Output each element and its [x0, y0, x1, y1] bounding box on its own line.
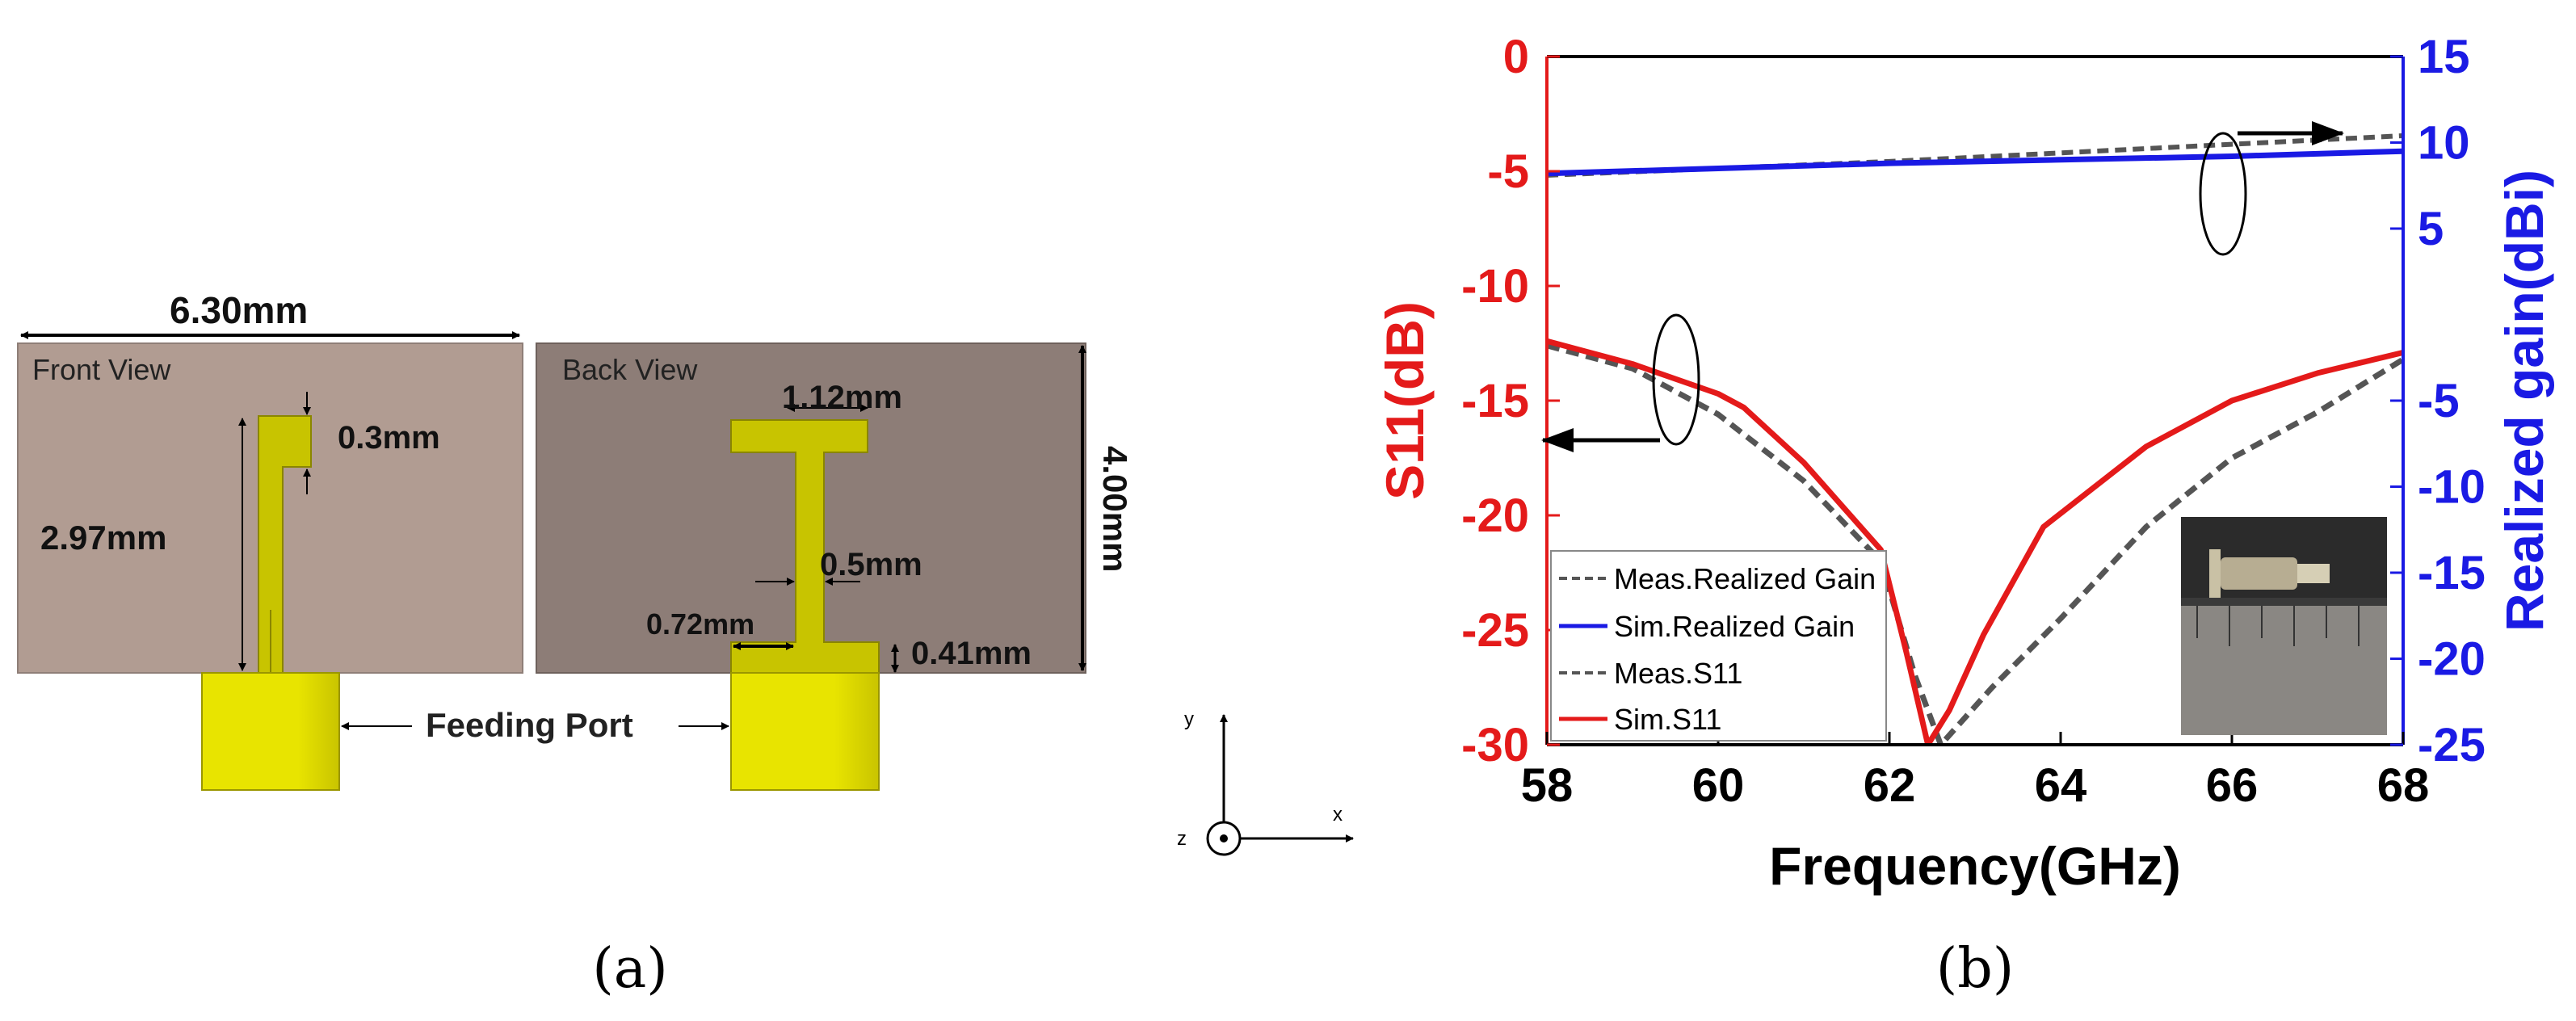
y2-tick-label: -15 — [2418, 547, 2486, 599]
coordinate-axes: y x z — [1177, 708, 1354, 856]
y2-tick-label: -20 — [2418, 633, 2486, 686]
series-sim-realized-gain — [1547, 148, 2403, 177]
s11-group-ellipse — [1652, 313, 1700, 446]
connector-photo-inset — [2181, 517, 2387, 735]
height-dimension-label: 4.00mm — [1096, 446, 1134, 572]
back-bottom-width-label: 0.72mm — [646, 607, 754, 641]
back-bottom-height-label: 0.41mm — [911, 636, 1032, 671]
x-tick-label: 68 — [2377, 759, 2430, 812]
x-axis-title: Frequency(GHz) — [1769, 836, 2181, 896]
y2-tick-label: 5 — [2418, 203, 2444, 255]
back-view-label: Back View — [562, 353, 698, 386]
gain-group-ellipse — [2199, 132, 2247, 256]
panel-b-chart: 58 60 62 64 66 68 0 -5 -10 -15 -20 -25 -30 15 10 5 -5 -10… — [1375, 31, 2554, 1001]
front-feeding-port — [201, 672, 340, 791]
axis-y-label: y — [1184, 708, 1194, 730]
back-width-dimension-label: 0.5mm — [820, 547, 922, 582]
legend-meas-s11: Meas.S11 — [1614, 657, 1742, 690]
y-tick-label: -15 — [1461, 375, 1529, 427]
y-tick-label: -20 — [1461, 489, 1529, 542]
y2-axis-title: Realized gain(dBi) — [2494, 170, 2554, 632]
x-tick-label: 64 — [2035, 759, 2087, 812]
y-tick-label: 0 — [1503, 31, 1529, 83]
series-meas-s11 — [1547, 342, 2403, 745]
top-stub-dimension-label: 0.3mm — [338, 420, 440, 456]
y-tick-label: -10 — [1461, 260, 1529, 313]
y2-tick-label: -25 — [2418, 719, 2486, 771]
y2-tick-label: 15 — [2418, 31, 2470, 83]
axis-z-label: z — [1177, 828, 1187, 850]
x-tick-label: 58 — [1521, 759, 1574, 812]
axis-x-label: x — [1333, 804, 1343, 826]
legend-sim-gain: Sim.Realized Gain — [1614, 610, 1855, 643]
back-top-dimension-label: 1.12mm — [782, 380, 902, 415]
x-tick-label: 62 — [1864, 759, 1916, 812]
y-axis-title: S11(dB) — [1375, 301, 1435, 500]
y-tick-label: -30 — [1461, 719, 1529, 771]
panel-a-antenna-geometry: Front View Back View Feeding Port 6.30mm… — [17, 289, 1354, 1001]
front-length-dimension-label: 2.97mm — [40, 519, 166, 557]
y2-tick-label: -10 — [2418, 461, 2486, 514]
legend-sim-s11: Sim.S11 — [1614, 703, 1721, 736]
feeding-port-label: Feeding Port — [426, 706, 633, 744]
legend: Meas.Realized Gain Sim.Realized Gain Mea… — [1550, 550, 1887, 742]
x-tick-label: 60 — [1692, 759, 1745, 812]
series-sim-s11 — [1547, 338, 2403, 745]
front-view-label: Front View — [32, 353, 171, 386]
y2-tick-label: -5 — [2418, 375, 2460, 427]
y-tick-label: -5 — [1487, 145, 1529, 198]
panel-b-label: (b) — [1936, 937, 2015, 1001]
panel-a-label: (a) — [592, 937, 668, 1001]
legend-meas-gain: Meas.Realized Gain — [1614, 562, 1876, 595]
back-feeding-port — [730, 672, 880, 791]
x-tick-label: 66 — [2206, 759, 2259, 812]
width-dimension-label: 6.30mm — [170, 289, 308, 331]
y2-tick-label: 10 — [2418, 117, 2470, 170]
y-tick-label: -25 — [1461, 604, 1529, 657]
